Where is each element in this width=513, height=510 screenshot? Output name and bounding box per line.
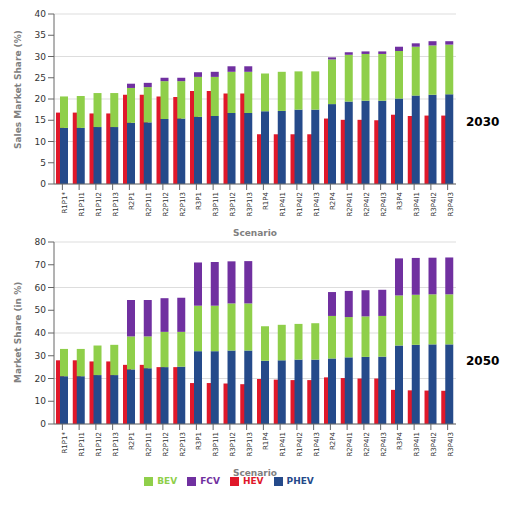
svg-text:R3P4: R3P4 — [396, 191, 404, 210]
svg-text:R3P1I1: R3P1I1 — [212, 192, 220, 217]
svg-text:R2P1: R2P1 — [128, 192, 136, 210]
svg-text:R2P4I1: R2P4I1 — [346, 432, 354, 457]
svg-text:R3P4I1: R3P4I1 — [413, 192, 421, 217]
svg-text:R3P1I1: R3P1I1 — [212, 432, 220, 457]
svg-text:Sales Market Share (%): Sales Market Share (%) — [13, 30, 23, 149]
html-text:BEV: BEV — [157, 476, 178, 486]
svg-text:R3P1I2: R3P1I2 — [229, 432, 237, 457]
svg-text:R2P4I2: R2P4I2 — [363, 432, 371, 457]
svg-text:R3P1I2: R3P1I2 — [229, 192, 237, 217]
svg-text:35: 35 — [35, 30, 46, 40]
svg-text:R2P1: R2P1 — [128, 432, 136, 450]
svg-text:60: 60 — [35, 283, 47, 293]
svg-text:R1P1I2: R1P1I2 — [95, 432, 103, 457]
svg-text:R3P4I2: R3P4I2 — [430, 432, 438, 457]
svg-text:R1P4I3: R1P4I3 — [313, 432, 321, 457]
svg-text:R3P1I3: R3P1I3 — [246, 432, 254, 457]
svg-text:R3P4: R3P4 — [396, 431, 404, 450]
svg-text:R3P4I3: R3P4I3 — [447, 432, 455, 457]
svg-text:R1P4I1: R1P4I1 — [279, 432, 287, 457]
svg-text:R1P4I2: R1P4I2 — [296, 432, 304, 457]
svg-text:0: 0 — [40, 419, 46, 429]
svg-text:R2P1I3: R2P1I3 — [179, 192, 187, 217]
svg-text:R2P4I2: R2P4I2 — [363, 192, 371, 217]
html-text:FCV: FCV — [200, 476, 220, 486]
svg-text:R1P1I2: R1P1I2 — [95, 192, 103, 217]
svg-text:R1P4: R1P4 — [262, 191, 270, 210]
svg-text:R2P4I1: R2P4I1 — [346, 192, 354, 217]
svg-text:40: 40 — [35, 9, 47, 19]
svg-text:R1P1I3: R1P1I3 — [112, 432, 120, 457]
svg-text:R2P1I1: R2P1I1 — [145, 192, 153, 217]
html-text:PHEV: PHEV — [286, 476, 314, 486]
svg-text:R3P4I3: R3P4I3 — [447, 192, 455, 217]
svg-text:40: 40 — [35, 328, 47, 338]
svg-text:30: 30 — [35, 351, 47, 361]
svg-text:R2P4: R2P4 — [329, 191, 337, 210]
svg-text:Scenario: Scenario — [233, 228, 277, 236]
svg-text:R2P4I3: R2P4I3 — [380, 192, 388, 217]
svg-text:70: 70 — [35, 260, 47, 270]
svg-text:Market Share (in %): Market Share (in %) — [13, 282, 23, 383]
svg-text:10: 10 — [35, 396, 47, 406]
svg-text:R1P1I1: R1P1I1 — [78, 192, 86, 217]
svg-text:R2P1I3: R2P1I3 — [179, 432, 187, 457]
html-text:HEV: HEV — [242, 476, 264, 486]
svg-text:R1P1I3: R1P1I3 — [112, 192, 120, 217]
svg-text:R1P4: R1P4 — [262, 431, 270, 450]
svg-text:R1P1I1: R1P1I1 — [78, 432, 86, 457]
svg-text:20: 20 — [35, 94, 47, 104]
html-text:2050: 2050 — [466, 354, 500, 368]
svg-text:R1P1*: R1P1* — [61, 192, 69, 214]
svg-text:R1P4I2: R1P4I2 — [296, 192, 304, 217]
svg-text:Scenario: Scenario — [233, 468, 277, 478]
svg-text:R1P4I3: R1P4I3 — [313, 192, 321, 217]
svg-text:R3P4I1: R3P4I1 — [413, 432, 421, 457]
svg-text:R2P1I2: R2P1I2 — [162, 432, 170, 457]
svg-text:R2P1I2: R2P1I2 — [162, 192, 170, 217]
svg-text:20: 20 — [35, 374, 47, 384]
svg-text:15: 15 — [35, 115, 46, 125]
svg-text:R1P1*: R1P1* — [61, 432, 69, 454]
svg-text:0: 0 — [40, 179, 46, 189]
svg-text:25: 25 — [35, 73, 46, 83]
svg-text:50: 50 — [35, 305, 47, 315]
svg-text:R3P4I2: R3P4I2 — [430, 192, 438, 217]
svg-text:5: 5 — [40, 158, 46, 168]
svg-text:R2P1I1: R2P1I1 — [145, 432, 153, 457]
svg-text:R2P4I3: R2P4I3 — [380, 432, 388, 457]
html-text:2030: 2030 — [466, 115, 500, 129]
svg-text:R1P4I1: R1P4I1 — [279, 192, 287, 217]
svg-text:R3P1: R3P1 — [195, 432, 203, 450]
svg-text:R2P4: R2P4 — [329, 431, 337, 450]
svg-text:30: 30 — [35, 52, 47, 62]
svg-text:R3P1I3: R3P1I3 — [246, 192, 254, 217]
svg-text:80: 80 — [35, 237, 47, 247]
svg-text:R3P1: R3P1 — [195, 192, 203, 210]
svg-text:10: 10 — [35, 137, 47, 147]
